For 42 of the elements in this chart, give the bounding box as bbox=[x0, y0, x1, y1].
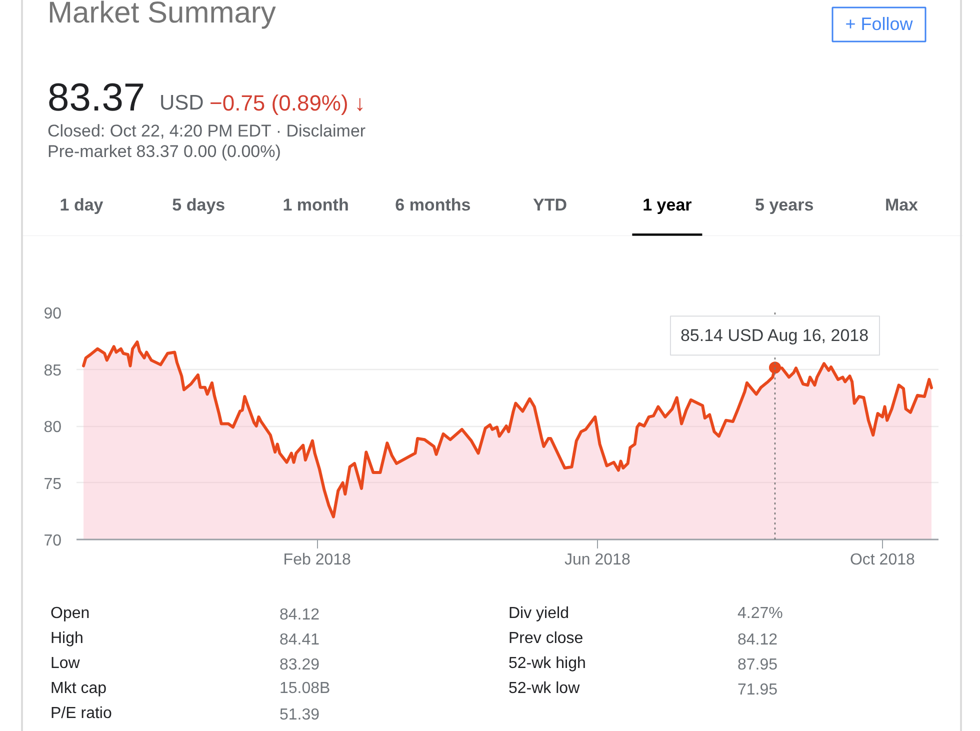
chart-title: Market Summary bbox=[48, 0, 276, 30]
text: 84.12 bbox=[280, 606, 320, 624]
text: 51.39 bbox=[280, 706, 320, 724]
text: Mkt cap bbox=[50, 680, 107, 697]
text: 52-wk low bbox=[508, 680, 580, 697]
text: Div yield bbox=[508, 605, 569, 622]
text: 71.95 bbox=[738, 682, 778, 698]
text: 83.29 bbox=[280, 656, 320, 674]
text: 4.27% bbox=[738, 605, 783, 622]
text: Low bbox=[50, 655, 80, 672]
text: 83.37 bbox=[48, 76, 146, 120]
text: + Follow bbox=[845, 14, 914, 34]
y-tick-label: 70 bbox=[44, 532, 62, 550]
text: 1 month bbox=[282, 195, 349, 214]
text: 15.08B bbox=[280, 680, 330, 697]
text: P/E ratio bbox=[50, 705, 112, 722]
text: 6 months bbox=[395, 195, 471, 214]
text: Prev close bbox=[508, 630, 584, 647]
text: Max bbox=[884, 195, 919, 214]
text: Pre-market 83.37 0.00 (0.00%) bbox=[48, 142, 281, 162]
text: Closed: Oct 22, 4:20 PM EDT · Disclaimer bbox=[48, 122, 366, 140]
y-tick-label: 85 bbox=[44, 362, 62, 380]
text: 84.41 bbox=[280, 632, 320, 648]
annotation: 85.14 USD Aug 16, 2018 bbox=[680, 326, 869, 346]
y-tick-label: 80 bbox=[44, 419, 62, 436]
text: 1 year bbox=[642, 195, 692, 214]
x-tick-label: Jun 2018 bbox=[564, 552, 630, 568]
y-tick-label: 90 bbox=[44, 306, 62, 322]
text: Open bbox=[50, 605, 90, 622]
text: YTD bbox=[533, 195, 568, 214]
y-tick-label: 75 bbox=[44, 476, 62, 493]
text: High bbox=[50, 630, 84, 647]
text: 1 day bbox=[60, 195, 104, 214]
x-tick-label: Feb 2018 bbox=[283, 552, 352, 568]
text: 87.95 bbox=[738, 656, 778, 674]
text: 5 days bbox=[172, 195, 226, 214]
text: −0.75 (0.89%) ↓ bbox=[210, 90, 366, 116]
text: USD bbox=[160, 92, 204, 114]
text: 52-wk high bbox=[508, 655, 586, 672]
text: 5 years bbox=[755, 195, 814, 214]
text: 84.12 bbox=[738, 632, 778, 648]
x-tick-label: Oct 2018 bbox=[850, 552, 915, 568]
